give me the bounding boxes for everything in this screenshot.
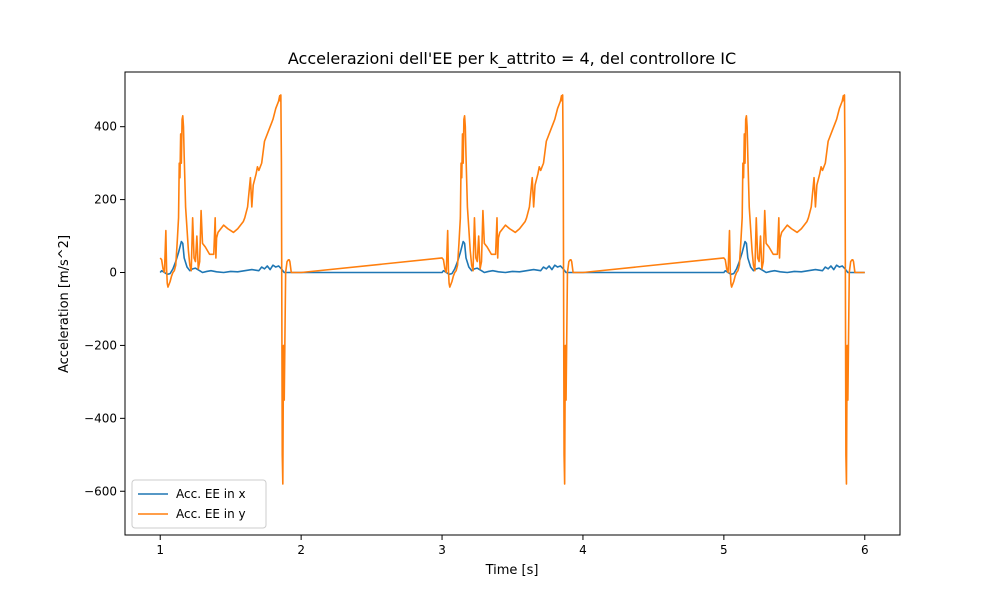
x-tick-label: 3 xyxy=(438,543,446,557)
y-tick-label: −600 xyxy=(84,484,117,498)
legend-label: Acc. EE in y xyxy=(176,507,246,521)
x-axis: 1 2 3 4 5 6 xyxy=(156,535,869,557)
y-tick-label: 0 xyxy=(109,266,117,280)
y-axis: −600 −400 −200 0 200 400 xyxy=(84,120,125,498)
plot-area xyxy=(159,94,865,485)
y-tick-label: −400 xyxy=(84,411,117,425)
y-tick-label: 200 xyxy=(94,193,117,207)
x-tick-label: 5 xyxy=(720,543,728,557)
x-axis-label: Time [s] xyxy=(485,563,539,578)
x-tick-label: 1 xyxy=(156,543,164,557)
legend: Acc. EE in x Acc. EE in y xyxy=(131,479,267,529)
chart-title: Accelerazioni dell'EE per k_attrito = 4,… xyxy=(288,49,736,69)
axes-frame xyxy=(124,71,901,536)
series-line-x xyxy=(159,240,865,276)
series-line-y xyxy=(159,94,865,485)
x-tick-label: 6 xyxy=(861,543,869,557)
x-tick-label: 2 xyxy=(297,543,305,557)
y-tick-label: −200 xyxy=(84,338,117,352)
legend-box xyxy=(131,479,267,529)
legend-label: Acc. EE in x xyxy=(176,487,246,501)
y-axis-label: Acceleration [m/s^2] xyxy=(57,235,72,373)
y-tick-label: 400 xyxy=(94,120,117,134)
x-tick-label: 4 xyxy=(579,543,587,557)
